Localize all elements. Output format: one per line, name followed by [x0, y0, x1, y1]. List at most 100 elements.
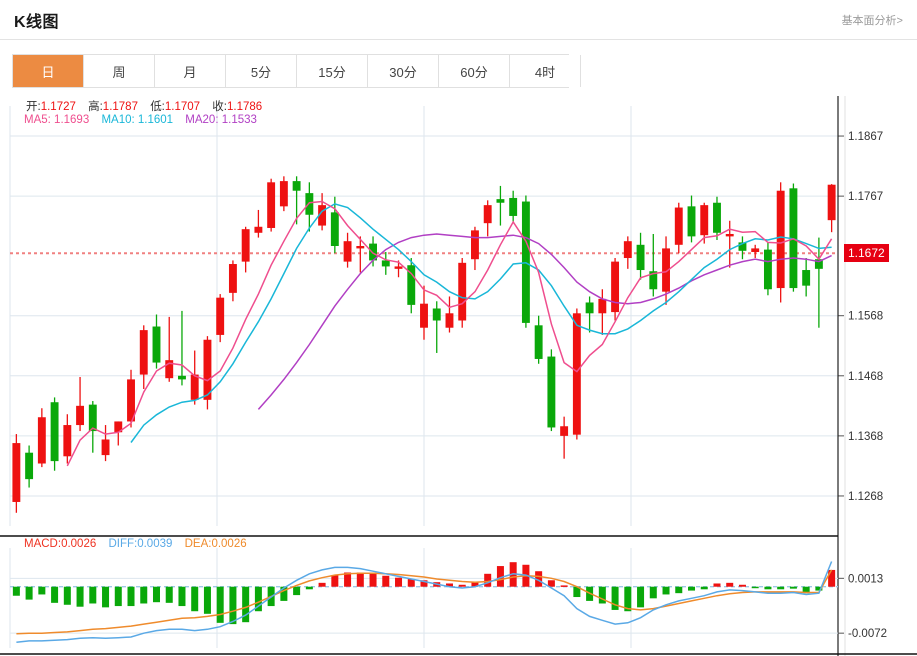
macd-histogram-bar	[713, 583, 721, 587]
candle-body[interactable]	[534, 325, 543, 359]
kline-chart-container[interactable]: 1.1867 1.1767 1.1568 1.1468 1.1368 1.1268 0.00…	[0, 96, 917, 656]
candle-body[interactable]	[216, 297, 225, 335]
tab-6[interactable]: 60分	[439, 55, 510, 87]
candle-body[interactable]	[343, 241, 352, 262]
macd-histogram-bar	[662, 586, 670, 595]
price-tick-label-0: 1.1867	[848, 131, 883, 143]
page-header: K线图 基本面分析>	[0, 0, 917, 40]
candle-body[interactable]	[37, 417, 46, 464]
candle-body[interactable]	[101, 439, 110, 456]
candle-body[interactable]	[139, 330, 148, 375]
candle-body[interactable]	[471, 230, 479, 260]
candle-body[interactable]	[330, 212, 339, 246]
candle-body[interactable]	[445, 313, 454, 328]
tab-label: 60分	[460, 64, 488, 80]
candle-body[interactable]	[598, 298, 607, 314]
candle-body[interactable]	[394, 266, 403, 269]
candle-body[interactable]	[76, 405, 85, 426]
candle-body[interactable]	[560, 426, 569, 436]
candle-body[interactable]	[636, 244, 645, 271]
candle-body[interactable]	[572, 313, 581, 435]
macd-tick-label-0: 0.0013	[848, 573, 883, 585]
tab-1[interactable]: 周	[84, 55, 155, 87]
tab-2[interactable]: 月	[155, 55, 226, 87]
candle-body[interactable]	[738, 242, 747, 251]
candle-body[interactable]	[12, 443, 21, 502]
candle-body[interactable]	[763, 249, 772, 290]
tab-3[interactable]: 5分	[226, 55, 297, 87]
macd-histogram-bar	[356, 572, 364, 587]
macd-histogram-bar	[828, 569, 836, 587]
candle-body[interactable]	[178, 375, 186, 380]
tab-label: 日	[41, 64, 55, 80]
candle-body[interactable]	[649, 271, 658, 290]
candle-body[interactable]	[318, 205, 327, 226]
candle-body[interactable]	[88, 404, 97, 432]
candle-body[interactable]	[611, 261, 620, 313]
candle-body[interactable]	[127, 379, 135, 422]
candle-body[interactable]	[152, 326, 161, 363]
fundamental-analysis-link[interactable]: 基本面分析>	[841, 14, 903, 27]
tab-label: 15分	[318, 64, 346, 80]
candle-body[interactable]	[458, 262, 467, 321]
candle-body[interactable]	[827, 184, 836, 221]
price-tick-label-2: 1.1568	[848, 311, 883, 323]
candle-body[interactable]	[25, 452, 34, 480]
tab-0[interactable]: 日	[13, 55, 84, 87]
candle-body[interactable]	[407, 265, 416, 305]
tab-4[interactable]: 15分	[297, 55, 368, 87]
macd-histogram-bar	[637, 586, 645, 608]
tab-7[interactable]: 4时	[510, 55, 581, 87]
candle-body[interactable]	[547, 356, 556, 428]
candle-body[interactable]	[254, 226, 263, 233]
candle-body[interactable]	[585, 302, 594, 314]
candle-body[interactable]	[483, 205, 492, 224]
candle-body[interactable]	[674, 207, 683, 245]
candle-body[interactable]	[662, 248, 670, 292]
candle-body[interactable]	[725, 233, 734, 237]
macd-histogram-bar	[598, 586, 606, 604]
tab-5[interactable]: 30分	[368, 55, 439, 87]
macd-histogram-bar	[254, 586, 262, 612]
candle-body[interactable]	[356, 246, 365, 249]
candle-body[interactable]	[776, 190, 785, 289]
page-title: K线图	[14, 13, 60, 31]
macd-histogram-bar	[318, 582, 326, 587]
candle-body[interactable]	[369, 243, 377, 261]
macd-histogram-bar	[140, 586, 148, 604]
candle-body[interactable]	[241, 229, 250, 262]
candle-body[interactable]	[420, 303, 428, 328]
macd-histogram-bar	[624, 586, 632, 612]
candle-body[interactable]	[687, 206, 696, 237]
candle-body[interactable]	[814, 259, 823, 269]
candle-body[interactable]	[267, 182, 276, 228]
kline-chart-svg[interactable]: 1.1867 1.1767 1.1568 1.1468 1.1368 1.1268 0.00…	[0, 96, 917, 656]
candle-body[interactable]	[165, 360, 174, 379]
candle-body[interactable]	[279, 181, 288, 207]
macd-histogram-bar	[471, 581, 479, 587]
candle-body[interactable]	[203, 339, 212, 400]
candle-body[interactable]	[496, 199, 505, 203]
macd-histogram-bar	[293, 586, 301, 596]
macd-histogram-bar	[102, 586, 110, 608]
candle-body[interactable]	[751, 248, 760, 253]
candle-body[interactable]	[190, 374, 199, 400]
current-price-tag: 1.1672	[844, 244, 889, 263]
candle-body[interactable]	[700, 205, 709, 236]
candle-body[interactable]	[432, 308, 441, 321]
candle-body[interactable]	[228, 264, 237, 293]
candle-body[interactable]	[509, 197, 518, 216]
macd-histogram-bar	[802, 586, 810, 594]
candle-body[interactable]	[50, 402, 59, 462]
candle-body[interactable]	[713, 202, 721, 233]
macd-histogram-bar	[242, 586, 250, 623]
candle-body[interactable]	[63, 425, 72, 457]
candle-body[interactable]	[292, 181, 301, 191]
macd-histogram-bar	[560, 585, 568, 587]
candle-body[interactable]	[381, 260, 390, 267]
price-tick-label-5: 1.1268	[848, 491, 883, 503]
macd-histogram-bar	[25, 586, 33, 600]
candle-body[interactable]	[802, 270, 811, 286]
candle-body[interactable]	[623, 241, 632, 259]
candle-body[interactable]	[114, 421, 123, 433]
